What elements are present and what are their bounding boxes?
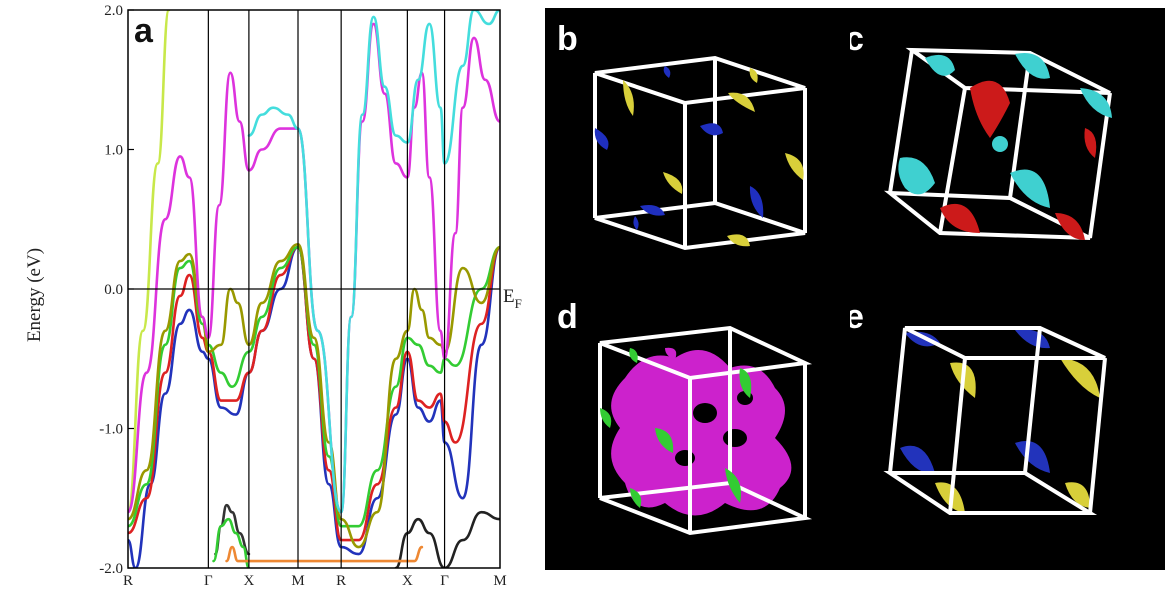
band-frame — [127, 9, 501, 569]
band-line-10 — [225, 545, 424, 563]
fermi-surface-b: b — [557, 20, 807, 251]
panel-label-b: b — [557, 20, 578, 58]
fermi-surface-d: d — [557, 298, 813, 536]
pockets-b — [594, 66, 804, 247]
fermi-surface-c: c — [850, 20, 1112, 240]
k-point-label: X — [402, 573, 413, 589]
k-point-label: Γ — [204, 573, 213, 589]
band-structure-panel: R Γ X M R X Γ M 2.0 1.0 0.0 -1.0 -2.0 a Energy (eV) … — [0, 0, 545, 590]
band-line-0 — [128, 10, 171, 514]
k-point-label: R — [123, 573, 133, 589]
y-tick-label: 0.0 — [104, 282, 123, 298]
fermi-surface-panel-c: c — [850, 8, 1165, 288]
y-axis-label: Energy (eV) — [24, 248, 45, 342]
band-ticks: R Γ X M R X Γ M 2.0 1.0 0.0 -1.0 -2.0 — [99, 3, 506, 589]
bz-cube-b — [593, 55, 807, 251]
pockets-d-green — [600, 347, 752, 508]
k-point-label: Γ — [440, 573, 449, 589]
k-point-label: X — [243, 573, 254, 589]
fermi-surface-panel-d: d — [545, 288, 850, 570]
y-tick-label: 2.0 — [104, 3, 123, 19]
panel-label-a: a — [134, 12, 154, 50]
band-line-7 — [394, 510, 500, 568]
y-tick-label: 1.0 — [104, 143, 123, 159]
k-point-label: R — [336, 573, 346, 589]
fermi-level-label: EF — [503, 286, 522, 311]
k-point-label: M — [493, 573, 506, 589]
fermi-surface-e: e — [850, 298, 1107, 515]
k-point-label: M — [291, 573, 304, 589]
panel-label-d: d — [557, 298, 578, 336]
y-tick-label: -1.0 — [99, 422, 123, 438]
panel-label-c: c — [850, 20, 864, 58]
panel-label-e: e — [850, 298, 864, 336]
band-line-2 — [128, 245, 500, 542]
fermi-surface-panel-e: e — [850, 288, 1165, 570]
pockets-c — [898, 53, 1112, 240]
band-line-9 — [212, 517, 251, 568]
band-line-4 — [128, 243, 500, 549]
fermi-surface-panel-b: b — [545, 8, 850, 288]
y-tick-label: -2.0 — [99, 561, 123, 577]
band-line-3 — [128, 245, 500, 528]
bz-cube-e — [883, 326, 1107, 515]
band-structure-chart: R Γ X M R X Γ M2.01.00.0-1.0-2.0 a Energy (eV) … — [24, 3, 522, 589]
bz-cube-d — [598, 325, 813, 536]
